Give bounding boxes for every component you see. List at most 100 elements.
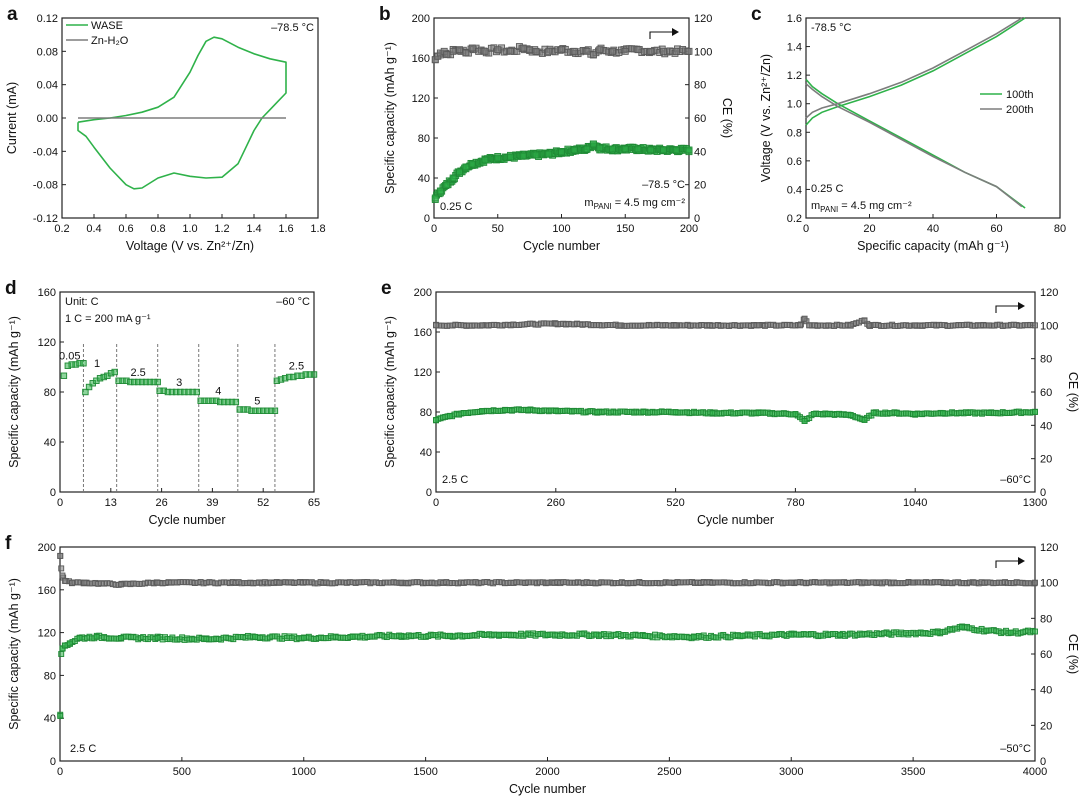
legend-label: WASE [91, 20, 123, 32]
capacity-point [252, 633, 258, 640]
ce-point [433, 322, 439, 329]
ce-point [912, 322, 919, 329]
temperature-label: –78.5 °C [271, 22, 314, 34]
x-axis-label: Cycle number [509, 782, 586, 796]
y2-tick-label: 0 [694, 213, 700, 225]
x-tick-label: 200 [680, 223, 698, 235]
capacity-point [983, 627, 990, 634]
y-axis-label: Specific capacity (mAh g⁻¹) [7, 316, 21, 468]
y-tick-label: -0.08 [33, 180, 58, 192]
ce-point [660, 47, 667, 55]
ce-point [69, 579, 76, 586]
x-tick-label: 39 [206, 497, 218, 509]
capacity-point [810, 411, 817, 417]
capacity-point [755, 410, 762, 416]
y-tick-label: 0.12 [37, 13, 58, 25]
x-tick-label: 3000 [779, 766, 803, 778]
mass-rest: = 4.5 mg cm⁻² [838, 200, 912, 212]
ce-point [494, 46, 502, 54]
ce-point [570, 47, 578, 55]
capacity-point [525, 407, 532, 413]
y-tick-label: 80 [418, 133, 430, 145]
capacity-point [117, 635, 124, 641]
capacity-point [792, 411, 799, 417]
capacity-point [837, 631, 843, 638]
capacity-point [861, 417, 868, 423]
y-tick-label: 160 [38, 287, 56, 299]
panel-a: 0.2 0.4 0.6 0.8 1.0 1.2 1.4 1.6 1.8 -0.12 -0.08 -0.… [5, 4, 326, 253]
y-tick-label: 200 [412, 13, 430, 25]
plot-frame [59, 546, 1036, 762]
ce-point [583, 47, 591, 55]
x-axis-label: Cycle number [148, 513, 225, 527]
y-tick-label: 120 [414, 367, 432, 379]
capacity-point [824, 411, 831, 417]
rate-capacity-point [232, 398, 240, 406]
ce-point [672, 47, 680, 55]
capacity-point [1032, 628, 1038, 635]
ce-point [589, 51, 597, 59]
capacity-point [93, 633, 100, 640]
c-rate-definition: 1 C = 200 mA g⁻¹ [65, 313, 151, 325]
capacity-point [398, 632, 405, 639]
x-tick-label: 0 [431, 223, 437, 235]
temperature-label: -78.5 °C [811, 22, 852, 34]
ce-point [617, 322, 624, 329]
capacity-point [642, 632, 648, 639]
y2-tick-label: 60 [1040, 649, 1052, 661]
ce-point [58, 565, 65, 572]
x-tick-label: 80 [1054, 223, 1066, 235]
y-axis-label: Specific capacity (mAh g⁻¹) [7, 578, 21, 730]
mass-m: m [584, 197, 593, 209]
capacity-point [709, 410, 716, 416]
capacity-point [447, 632, 453, 639]
capacity-point [985, 410, 992, 416]
ce-point [519, 44, 527, 52]
x-tick-label: 1500 [413, 766, 437, 778]
x-tick-label: 0 [433, 497, 439, 509]
ce-axis-arrow-head [1018, 302, 1025, 310]
capacity-point [893, 410, 900, 416]
x-tick-label: 500 [173, 766, 191, 778]
x-tick-label: 60 [990, 223, 1002, 235]
x-tick-label: 13 [105, 497, 117, 509]
ce-point [788, 579, 795, 586]
capacity-point [647, 146, 655, 154]
capacity-point [589, 140, 597, 148]
capacity-point [801, 418, 808, 424]
capacity-point [443, 181, 451, 189]
rate-capacity-point [85, 383, 93, 391]
mass-sub: PANI [820, 205, 838, 214]
c-rate-label: 0.25 C [440, 201, 472, 213]
y-tick-label: 0 [50, 487, 56, 499]
y-tick-label: 120 [38, 628, 56, 640]
capacity-point [446, 413, 453, 419]
ce-point [532, 47, 540, 55]
c-rate-label: 2.5 C [70, 743, 96, 755]
ce-point [621, 47, 629, 55]
y-tick-label: 0.2 [787, 213, 802, 225]
y2-tick-label: 0 [1040, 487, 1046, 499]
y-axis-label: Specific capacity (mAh g⁻¹) [383, 316, 397, 468]
y-tick-label: 160 [38, 585, 56, 597]
capacity-point [1032, 409, 1038, 415]
capacity-point [203, 636, 210, 642]
y-tick-label: 120 [38, 337, 56, 349]
capacity-point [456, 168, 463, 176]
x-tick-label: 0.8 [150, 223, 165, 235]
y-tick-label: 1.2 [787, 70, 802, 82]
x-tick-label: 1.0 [182, 223, 197, 235]
ce-point [507, 47, 514, 55]
mass-sub: PANI [594, 202, 612, 211]
panel-c: 0 20 40 60 80 0.2 0.4 0.6 0.8 1.0 1.2 1.4 1.6 Specifi… [751, 4, 1066, 253]
capacity-point [449, 174, 457, 182]
capacity-point [847, 412, 854, 418]
temperature-label: –60°C [1000, 474, 1031, 486]
temperature-label: –60 °C [276, 296, 310, 308]
capacity-point [154, 635, 161, 641]
ce-point [1032, 322, 1038, 329]
ce-point [861, 317, 868, 324]
